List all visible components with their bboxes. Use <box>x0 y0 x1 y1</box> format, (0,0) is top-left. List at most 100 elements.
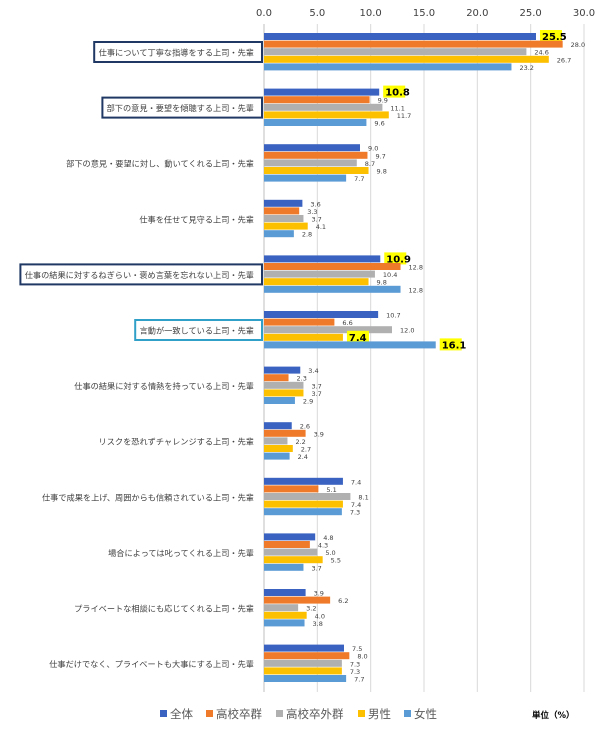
bar <box>264 48 527 56</box>
bar <box>264 318 335 326</box>
bar <box>264 541 310 548</box>
data-label: 5.5 <box>331 557 341 565</box>
category-highlight-box <box>134 319 263 341</box>
legend-label: 高校卒群 <box>216 707 262 721</box>
data-label: 3.6 <box>310 200 320 208</box>
bar <box>264 397 295 404</box>
category-label: リスクを恐れずチャレンジする上司・先輩 <box>99 437 254 447</box>
bar <box>264 326 392 334</box>
bar <box>264 215 304 222</box>
highlight-label-bg <box>384 252 407 265</box>
data-label: 23.2 <box>519 64 533 72</box>
bar <box>264 381 304 389</box>
data-label: 4.8 <box>323 534 333 542</box>
legend-swatch <box>358 710 365 717</box>
data-label: 6.2 <box>338 597 348 605</box>
bar <box>264 652 350 660</box>
data-label: 3.2 <box>306 605 316 613</box>
legend-swatch <box>160 710 167 717</box>
data-label: 5.1 <box>326 486 336 494</box>
legend-label: 男性 <box>368 707 391 721</box>
data-label: 11.1 <box>390 104 404 112</box>
data-label: 7.7 <box>354 676 364 684</box>
bar <box>264 111 389 119</box>
bar <box>264 341 436 349</box>
bar <box>264 508 342 516</box>
data-label: 12.8 <box>409 264 423 272</box>
data-label: 4.1 <box>316 223 326 231</box>
bar <box>264 207 300 215</box>
data-label: 4.3 <box>318 542 328 550</box>
category-label: 仕事の結果に対するねぎらい・褒め言葉を忘れない上司・先輩 <box>25 270 254 280</box>
data-label: 7.3 <box>350 668 360 676</box>
data-label: 7.7 <box>354 175 364 183</box>
data-label: 3.9 <box>314 430 324 438</box>
data-label: 7.4 <box>351 478 361 486</box>
bar <box>264 144 360 152</box>
bar <box>264 611 307 619</box>
legend-label: 全体 <box>170 707 193 721</box>
bar <box>264 278 369 286</box>
bar <box>264 485 319 493</box>
data-label: 10.4 <box>383 271 397 279</box>
bar <box>264 563 304 571</box>
data-label: 3.9 <box>314 590 324 598</box>
bar <box>264 477 343 485</box>
data-label: 3.4 <box>308 367 318 375</box>
bar <box>264 533 316 541</box>
data-label: 2.3 <box>297 375 307 383</box>
data-label: 2.6 <box>300 423 310 431</box>
legend-swatch <box>206 710 213 717</box>
category-highlight-box <box>101 96 264 119</box>
data-label: 10.9 <box>386 254 411 265</box>
bar <box>264 270 375 278</box>
data-label: 2.9 <box>303 398 313 406</box>
bar <box>264 644 344 652</box>
x-tick-label: 25.0 <box>520 8 542 19</box>
legend-label: 女性 <box>414 707 437 721</box>
bar <box>264 285 401 293</box>
bar <box>264 389 304 397</box>
data-label: 3.7 <box>311 382 321 390</box>
data-label: 5.0 <box>325 549 335 557</box>
category-highlight-box <box>93 41 263 63</box>
data-label: 3.7 <box>311 564 321 572</box>
category-label: 仕事を任せて見守る上司・先輩 <box>139 214 254 224</box>
bar <box>264 230 294 238</box>
x-tick-label: 15.0 <box>413 8 435 19</box>
bar <box>264 429 306 437</box>
category-label: 仕事について丁寧な指導をする上司・先輩 <box>99 48 254 58</box>
bar <box>264 151 368 159</box>
bar <box>264 96 370 104</box>
bar <box>264 63 512 71</box>
legend-swatch <box>404 710 411 717</box>
data-label: 7.4 <box>349 333 367 344</box>
x-tick-label: 0.0 <box>256 8 272 19</box>
category-label: 仕事だけでなく、プライベートも大事にする上司・先輩 <box>49 659 254 669</box>
bar <box>264 437 288 445</box>
category-highlight-box <box>19 263 264 286</box>
bar <box>264 167 369 174</box>
data-label: 3.7 <box>311 390 321 398</box>
data-label: 9.8 <box>377 168 387 176</box>
bar <box>264 40 563 48</box>
bar <box>264 55 549 63</box>
data-label: 3.8 <box>313 620 323 628</box>
data-label: 12.8 <box>409 286 423 294</box>
data-label: 8.0 <box>357 653 367 661</box>
bar <box>264 596 331 604</box>
unit-label: 単位（%） <box>532 710 575 721</box>
bar <box>264 659 342 667</box>
data-label: 28.0 <box>571 41 585 49</box>
bar <box>264 675 347 682</box>
bar <box>264 548 318 556</box>
data-label: 16.1 <box>442 340 467 351</box>
bar <box>264 667 342 675</box>
data-label: 9.6 <box>374 120 384 128</box>
bar <box>264 159 357 167</box>
data-label: 7.4 <box>351 501 361 509</box>
bar <box>264 445 293 452</box>
highlight-label-bg <box>439 338 462 351</box>
bar <box>264 119 367 126</box>
